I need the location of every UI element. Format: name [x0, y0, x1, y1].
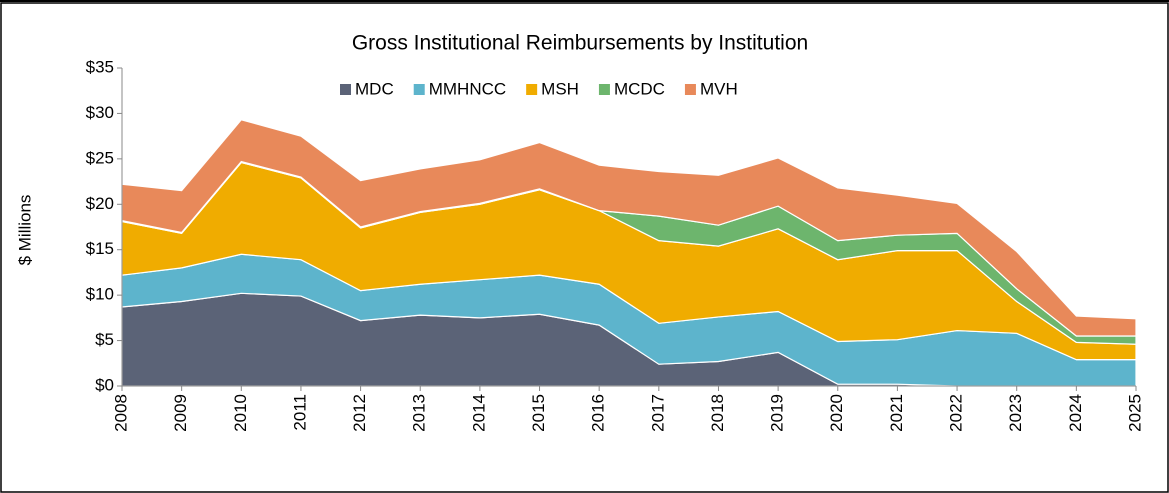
y-tick-label: $0: [95, 375, 114, 394]
area: [121, 119, 1137, 337]
x-tick-label: 2008: [111, 394, 130, 432]
y-tick-label: $20: [86, 194, 114, 213]
y-tick-label: $30: [86, 103, 114, 122]
x-tick-label: 2009: [171, 394, 190, 432]
legend-swatch: [526, 84, 538, 95]
y-tick-label: $15: [86, 239, 114, 258]
x-tick-label: 2011: [290, 394, 309, 431]
x-tick-label: 2020: [827, 394, 846, 432]
x-tick-label: 2018: [708, 394, 727, 432]
chart-title: Gross Institutional Reimbursements by In…: [352, 32, 808, 55]
y-tick-label: $10: [86, 285, 114, 304]
legend-swatch: [413, 84, 425, 95]
x-tick-label: 2013: [410, 394, 429, 432]
x-tick-label: 2025: [1125, 394, 1144, 432]
x-tick-label: 2023: [1006, 394, 1025, 432]
x-tick-label: 2024: [1066, 394, 1085, 432]
x-tick-label: 2022: [947, 394, 966, 432]
legend-label: MVH: [700, 79, 738, 98]
x-tick-label: 2010: [231, 394, 250, 432]
y-tick-label: $5: [95, 330, 114, 349]
legend-label: MCDC: [614, 79, 665, 98]
x-tick-label: 2021: [887, 394, 906, 432]
legend-swatch: [340, 84, 351, 95]
y-tick-label: $25: [86, 148, 114, 167]
legend-swatch: [684, 84, 696, 95]
y-axis-label: $ Millions: [15, 195, 34, 266]
legend-label: MDC: [355, 79, 394, 98]
y-tick-label: $35: [86, 57, 114, 76]
legend-label: MSH: [541, 79, 579, 98]
legend-swatch: [598, 84, 610, 95]
x-tick-label: 2015: [529, 394, 548, 432]
x-tick-label: 2014: [469, 394, 488, 432]
x-tick-label: 2016: [589, 394, 608, 432]
x-tick-label: 2017: [648, 394, 667, 432]
x-tick-label: 2012: [350, 394, 369, 432]
legend-label: MMHNCC: [429, 79, 506, 98]
x-tick-label: 2019: [768, 394, 787, 432]
